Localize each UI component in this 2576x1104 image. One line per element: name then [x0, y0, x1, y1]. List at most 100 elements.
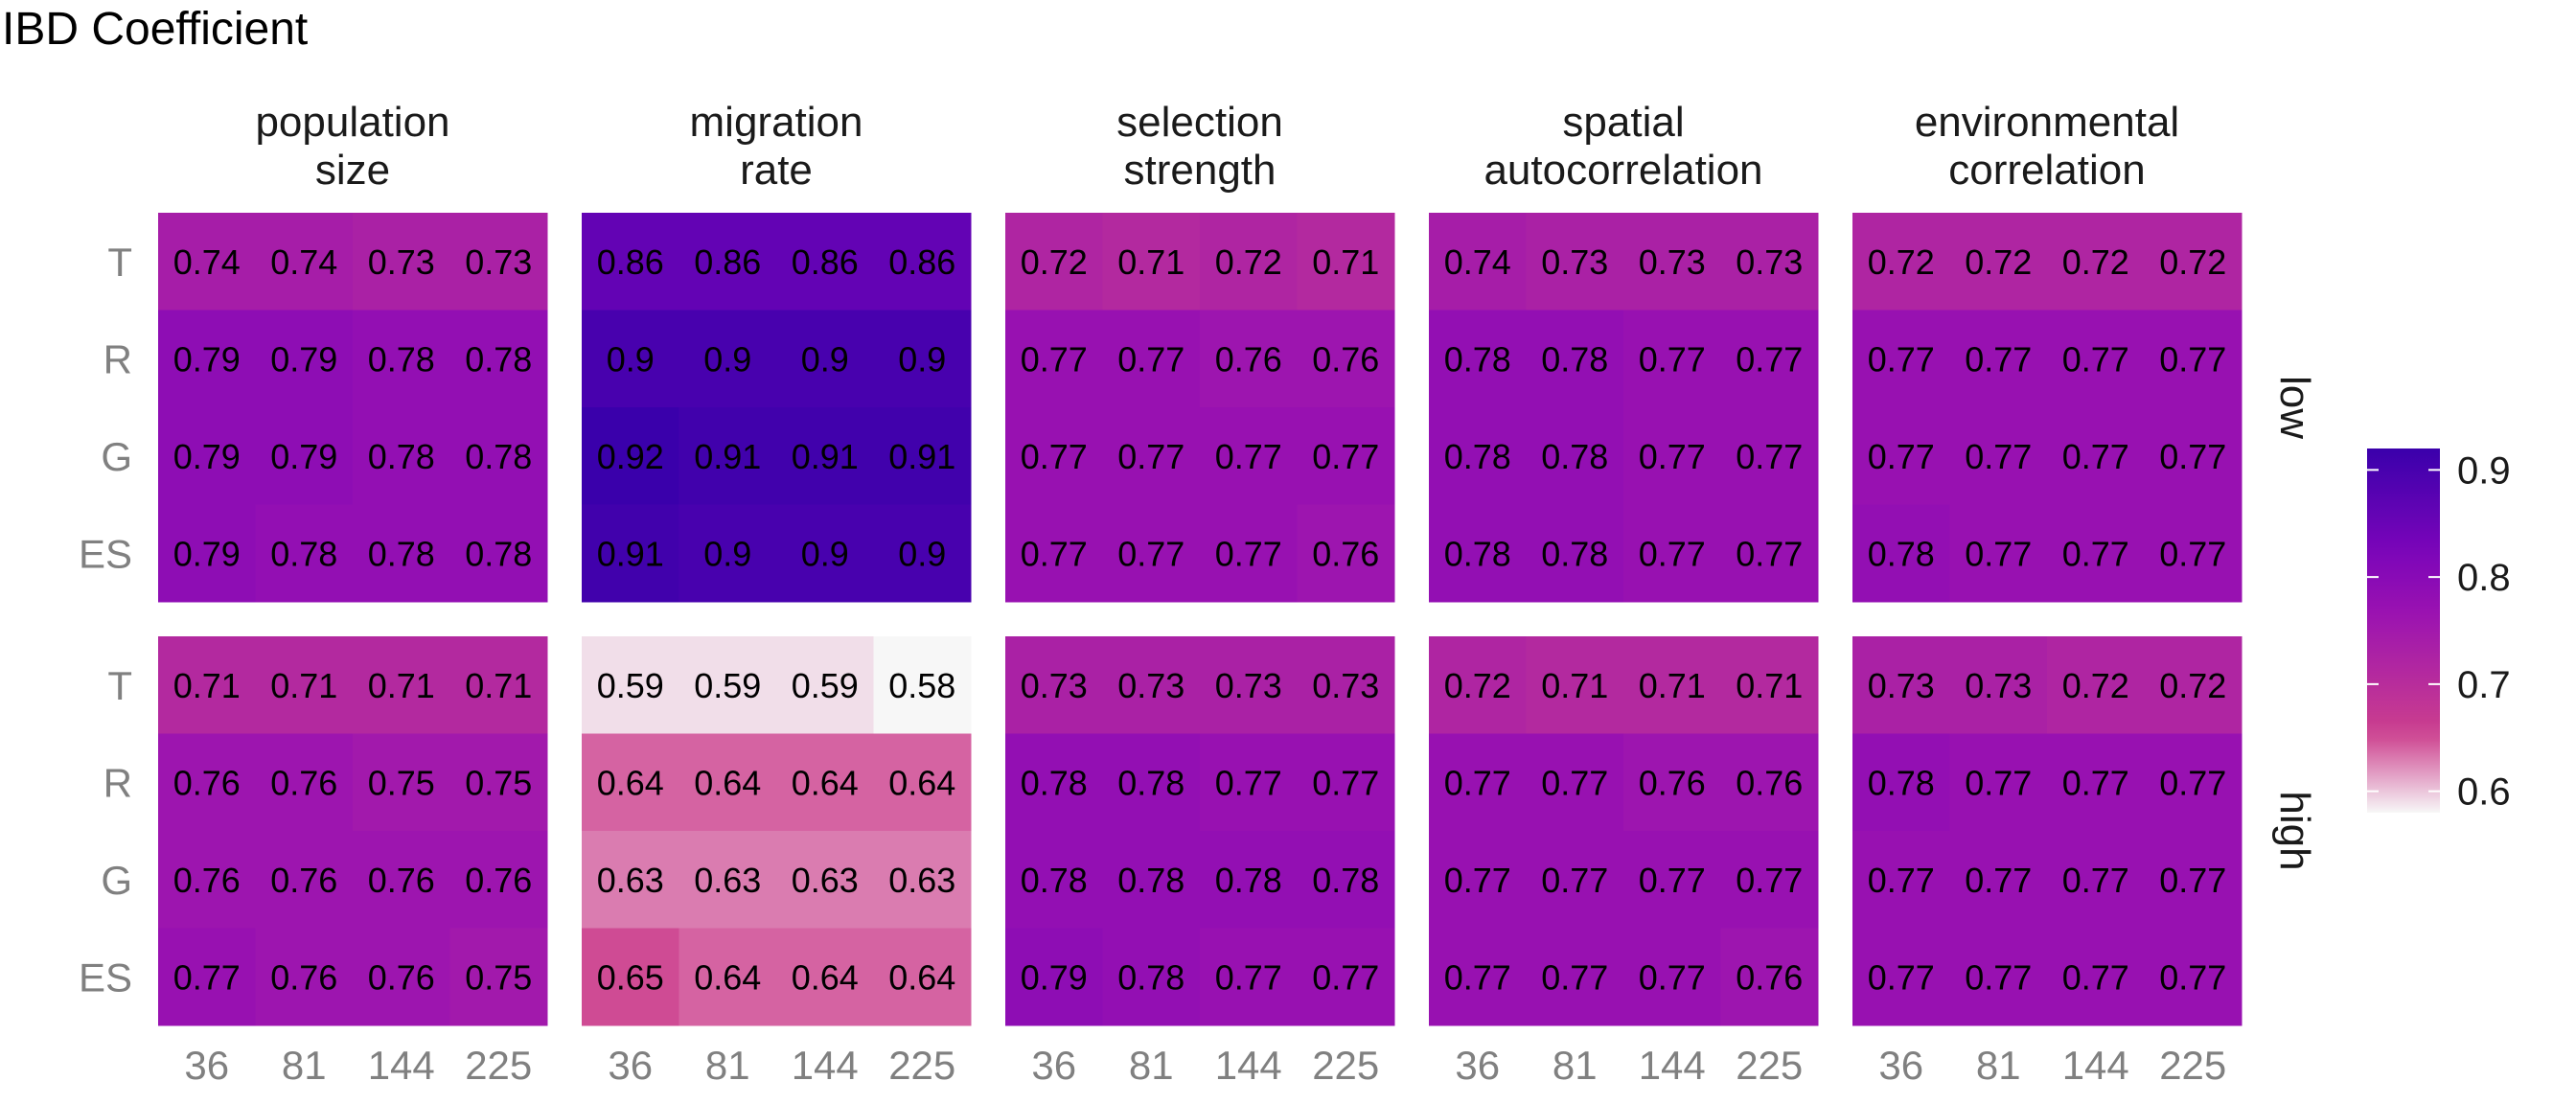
- cell-value-label: 0.74: [270, 242, 337, 282]
- cell-value-label: 0.58: [888, 666, 955, 705]
- cell-value-label: 0.72: [1444, 666, 1511, 705]
- cell-value-label: 0.78: [1541, 534, 1608, 573]
- heatmap-cell: [1720, 310, 1819, 408]
- cell-value-label: 0.77: [1965, 957, 2032, 997]
- heatmap-cell: [1297, 733, 1395, 832]
- heatmap-cell: [1005, 733, 1103, 832]
- cell-value-label: 0.77: [1639, 534, 1706, 573]
- heatmap-cell: [1949, 831, 2048, 929]
- heatmap-cell: [582, 733, 679, 832]
- cell-value-label: 0.78: [1541, 339, 1608, 379]
- heatmap-cell: [1102, 407, 1201, 505]
- heatmap-cell: [353, 407, 450, 505]
- cell-value-label: 0.65: [597, 957, 664, 997]
- x-tick-label: 225: [1312, 1043, 1379, 1088]
- heatmap-cell: [1623, 928, 1721, 1026]
- x-tick-label: 81: [1552, 1043, 1598, 1088]
- cell-value-label: 0.64: [597, 763, 664, 802]
- heatmap-cell: [1297, 504, 1395, 603]
- heatmap-cell: [1005, 310, 1103, 408]
- heatmap-cell: [1200, 831, 1298, 929]
- y-tick-label: T: [107, 663, 132, 708]
- cell-value-label: 0.77: [1639, 437, 1706, 476]
- cell-value-label: 0.73: [1541, 242, 1608, 282]
- heatmap-cell: [1949, 213, 2048, 310]
- heatmap-cell: [1102, 213, 1201, 310]
- cell-value-label: 0.77: [1736, 861, 1803, 900]
- heatmap-cell: [1852, 213, 1950, 310]
- cell-value-label: 0.73: [1312, 666, 1379, 705]
- cell-value-label: 0.59: [694, 666, 761, 705]
- panel-1-2: 0.73 0.73 0.73 0.73 0.78 0.78 0.77 0.77 0.78 0.78…: [1005, 636, 1395, 1026]
- heatmap-cell: [2047, 733, 2145, 832]
- x-tick-label: 144: [1215, 1043, 1282, 1088]
- heatmap-cell: [678, 310, 777, 408]
- heatmap-cell: [873, 504, 972, 603]
- heatmap-cell: [1852, 407, 1950, 505]
- heatmap-cell: [449, 928, 548, 1026]
- cell-value-label: 0.77: [1868, 957, 1935, 997]
- heatmap-cell: [1623, 831, 1721, 929]
- cell-value-label: 0.9: [801, 534, 849, 573]
- cell-value-label: 0.73: [1639, 242, 1706, 282]
- heatmap-cell: [1297, 636, 1395, 734]
- x-tick-label: 36: [184, 1043, 229, 1088]
- facet-title-2-line-0: selection: [1116, 99, 1283, 146]
- heatmap-cell: [255, 733, 354, 832]
- heatmap-cell: [1720, 831, 1819, 929]
- heatmap-cell: [776, 310, 874, 408]
- heatmap-cell: [1623, 213, 1721, 310]
- facet-title-2-line-1: strength: [1124, 147, 1276, 194]
- cell-value-label: 0.77: [2062, 534, 2129, 573]
- facet-title-0-line-0: population: [255, 99, 449, 146]
- heatmap-cell: [1949, 733, 2048, 832]
- heatmap-cell: [678, 831, 777, 929]
- cell-value-label: 0.77: [1965, 339, 2032, 379]
- cell-value-label: 0.73: [1868, 666, 1935, 705]
- heatmap-cell: [2047, 636, 2145, 734]
- x-tick-label: 144: [368, 1043, 435, 1088]
- heatmap-cell: [1297, 213, 1395, 310]
- heatmap-cell: [1720, 733, 1819, 832]
- cell-value-label: 0.77: [2062, 339, 2129, 379]
- color-legend: 0.9 0.8 0.7 0.6: [2367, 448, 2511, 814]
- cell-value-label: 0.9: [607, 339, 655, 379]
- cell-value-label: 0.72: [2062, 242, 2129, 282]
- heatmap-cell: [449, 831, 548, 929]
- cell-value-label: 0.77: [1312, 763, 1379, 802]
- cell-value-label: 0.77: [1215, 437, 1282, 476]
- heatmap-cell: [1852, 310, 1950, 408]
- cell-value-label: 0.78: [1541, 437, 1608, 476]
- cell-value-label: 0.79: [173, 437, 241, 476]
- heatmap-cell: [1200, 928, 1298, 1026]
- legend-tick-label: 0.7: [2457, 664, 2511, 706]
- cell-value-label: 0.86: [888, 242, 955, 282]
- heatmap-cell: [1623, 504, 1721, 603]
- heatmap-cell: [678, 213, 777, 310]
- cell-value-label: 0.76: [368, 957, 435, 997]
- cell-value-label: 0.78: [1868, 534, 1935, 573]
- heatmap-cell: [1297, 831, 1395, 929]
- cell-value-label: 0.72: [1021, 242, 1088, 282]
- cell-value-label: 0.63: [792, 861, 859, 900]
- cell-value-label: 0.77: [1541, 763, 1608, 802]
- cell-value-label: 0.9: [898, 534, 946, 573]
- cell-value-label: 0.78: [368, 437, 435, 476]
- cell-value-label: 0.77: [2159, 763, 2226, 802]
- cell-value-label: 0.76: [1215, 339, 1282, 379]
- cell-value-label: 0.73: [1117, 666, 1184, 705]
- cell-value-label: 0.73: [368, 242, 435, 282]
- cell-value-label: 0.63: [694, 861, 761, 900]
- heatmap-cell: [873, 928, 972, 1026]
- cell-value-label: 0.78: [465, 437, 532, 476]
- cell-value-label: 0.76: [1312, 534, 1379, 573]
- heatmap-cell: [1949, 636, 2048, 734]
- heatmap-cell: [776, 504, 874, 603]
- cell-value-label: 0.77: [1965, 861, 2032, 900]
- heatmap-cell: [582, 310, 679, 408]
- x-tick-label: 36: [1878, 1043, 1923, 1088]
- cell-value-label: 0.77: [1312, 437, 1379, 476]
- cell-value-label: 0.63: [597, 861, 664, 900]
- heatmap-cell: [353, 636, 450, 734]
